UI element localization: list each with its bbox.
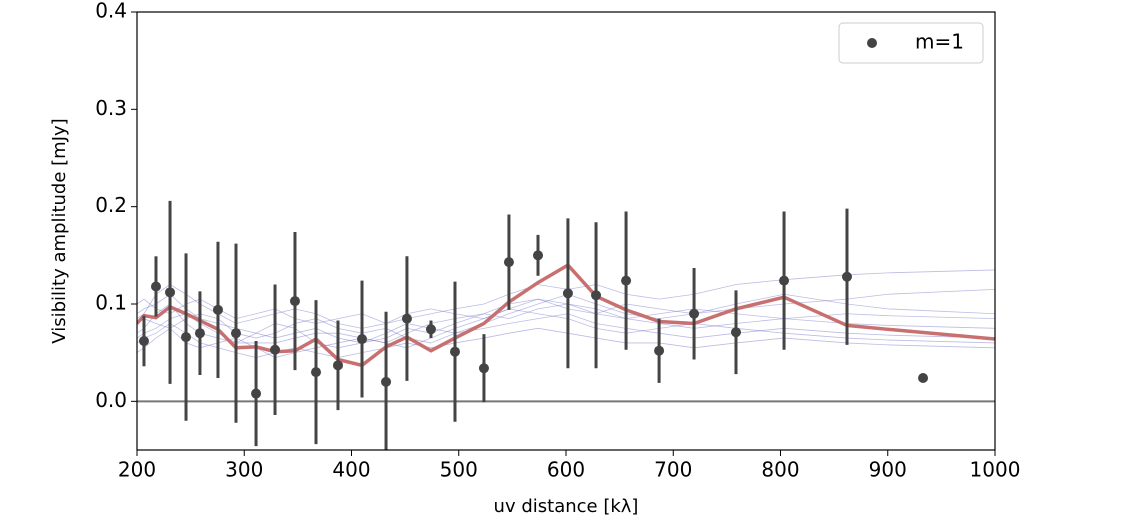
best-model-line: [137, 262, 995, 368]
x-axis-label: uv distance [kλ]: [494, 496, 639, 517]
data-point: [251, 388, 262, 399]
model-sample-line: [137, 298, 995, 344]
data-point: [230, 328, 241, 339]
x-tick-label: 900: [869, 458, 907, 482]
y-tick-label: 0.3: [95, 96, 127, 120]
y-tick-label: 0.1: [95, 291, 127, 315]
x-tick-label: 1000: [970, 458, 1021, 482]
data-point: [503, 257, 514, 268]
data-point: [181, 332, 192, 343]
data-point: [165, 287, 176, 298]
legend-marker: [867, 38, 877, 48]
x-tick-label: 300: [225, 458, 263, 482]
data-point: [138, 335, 149, 346]
data-point: [311, 367, 322, 378]
data-point: [381, 376, 392, 387]
y-tick-label: 0.4: [95, 0, 127, 23]
y-tick-label: 0.2: [95, 193, 127, 217]
data-point: [150, 281, 161, 292]
data-point: [779, 275, 790, 286]
data-point: [332, 360, 343, 371]
legend-label: m=1: [915, 30, 964, 54]
data-point: [401, 313, 412, 324]
x-tick-label: 600: [547, 458, 585, 482]
data-point: [478, 363, 489, 374]
data-point: [730, 327, 741, 338]
data-point: [289, 296, 300, 307]
data-point: [918, 372, 929, 383]
data-point: [357, 334, 368, 345]
data-point: [270, 344, 281, 355]
data-point: [841, 271, 852, 282]
y-axis-label: Visibility amplitude [mJy]: [49, 118, 70, 343]
data-point: [449, 346, 460, 357]
plot-frame: [136, 11, 996, 451]
data-point: [533, 250, 544, 261]
x-tick-label: 800: [761, 458, 799, 482]
data-point: [654, 345, 665, 356]
data-point: [194, 328, 205, 339]
data-point: [212, 304, 223, 315]
data-point: [621, 275, 632, 286]
data-point: [425, 324, 436, 335]
x-tick-label: 700: [654, 458, 692, 482]
legend-box: [838, 22, 984, 64]
x-tick-label: 500: [440, 458, 478, 482]
x-tick-label: 400: [332, 458, 370, 482]
plot-area: [137, 200, 995, 450]
data-point: [562, 288, 573, 299]
x-tick-label: 200: [118, 458, 156, 482]
data-point: [591, 290, 602, 301]
model-sample-line: [137, 293, 995, 349]
y-tick-label: 0.0: [95, 388, 127, 412]
data-point: [689, 308, 700, 319]
